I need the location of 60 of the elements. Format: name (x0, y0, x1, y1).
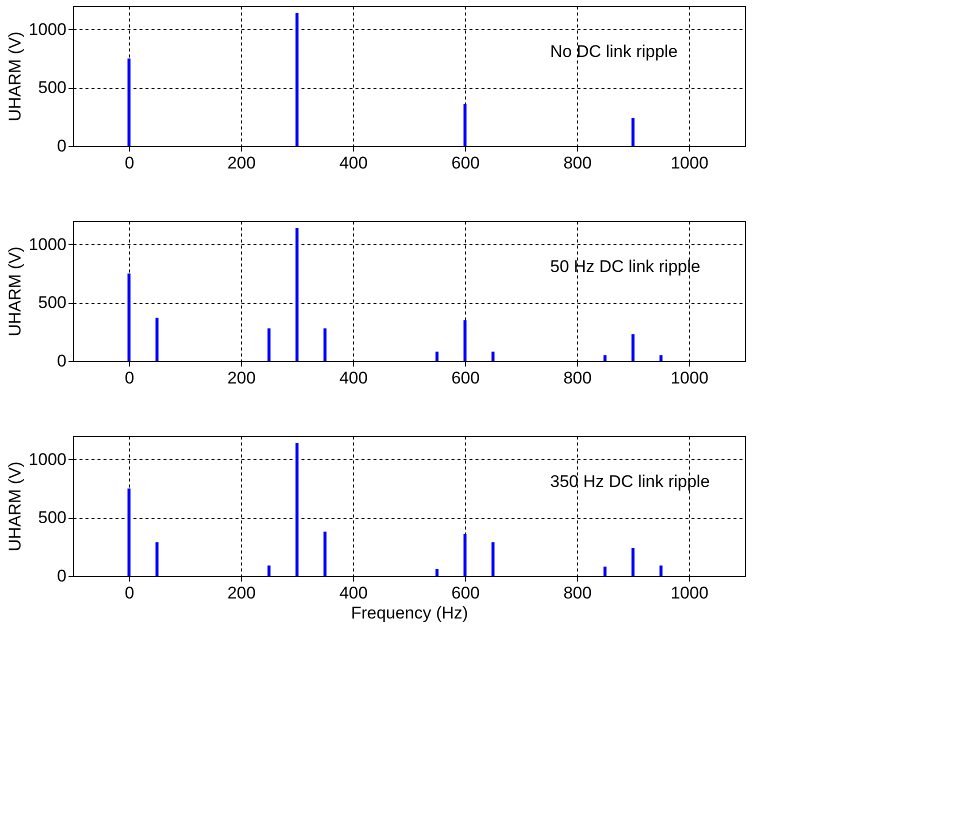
bar (324, 532, 326, 576)
bar (492, 542, 494, 576)
x-tick-label: 200 (227, 584, 256, 602)
x-tick-label: 600 (451, 154, 480, 172)
x-tick-label: 800 (563, 584, 592, 602)
annotation: No DC link ripple (550, 42, 678, 62)
bar (660, 566, 662, 576)
bar (632, 118, 634, 146)
x-axis-title: Frequency (Hz) (350, 604, 468, 622)
x-tick-label: 400 (339, 368, 368, 388)
x-tick-label: 400 (339, 584, 368, 602)
bar (296, 228, 298, 361)
bar (268, 566, 270, 576)
bar (156, 318, 158, 361)
x-tick-label: 200 (227, 368, 256, 388)
bar (632, 548, 634, 576)
bar (156, 542, 158, 576)
bar (464, 534, 466, 576)
bar (128, 274, 130, 361)
x-tick-label: 0 (124, 584, 134, 602)
x-tick-label: 600 (451, 368, 480, 388)
y-tick-label: 500 (38, 293, 66, 312)
y-tick-label: 1000 (28, 450, 66, 469)
bar (464, 104, 466, 146)
bar (268, 328, 270, 361)
bar (632, 334, 634, 361)
bar (660, 355, 662, 361)
bar (128, 58, 130, 146)
y-tick-label: 0 (57, 352, 66, 370)
bar (296, 443, 298, 576)
x-tick-label: 1000 (670, 368, 708, 388)
y-tick-label: 1000 (28, 20, 66, 39)
annotation: 50 Hz DC link ripple (550, 257, 700, 276)
y-axis-title: UHARM (V) (6, 462, 25, 552)
x-tick-label: 1000 (670, 584, 708, 602)
bar (492, 352, 494, 361)
x-tick-label: 600 (451, 584, 480, 602)
bar (436, 352, 438, 361)
x-tick-label: 1000 (670, 154, 708, 172)
bar (604, 355, 606, 361)
bar (604, 566, 606, 576)
y-axis-title: UHARM (V) (6, 32, 25, 122)
bar (464, 320, 466, 361)
y-tick-label: 500 (38, 508, 66, 528)
y-tick-label: 500 (38, 78, 66, 98)
y-tick-label: 0 (57, 566, 66, 586)
bar (324, 328, 326, 361)
x-tick-label: 800 (563, 368, 592, 388)
annotation: 350 Hz DC link ripple (550, 472, 710, 492)
bar (436, 569, 438, 576)
x-tick-label: 0 (124, 368, 134, 388)
x-tick-label: 200 (227, 154, 256, 172)
bar (128, 488, 130, 576)
y-tick-label: 0 (57, 136, 66, 156)
bar (296, 13, 298, 146)
y-tick-label: 1000 (28, 234, 66, 254)
y-axis-title: UHARM (V) (6, 246, 25, 336)
x-tick-label: 0 (124, 154, 134, 172)
x-tick-label: 800 (563, 154, 592, 172)
x-tick-label: 400 (339, 154, 368, 172)
